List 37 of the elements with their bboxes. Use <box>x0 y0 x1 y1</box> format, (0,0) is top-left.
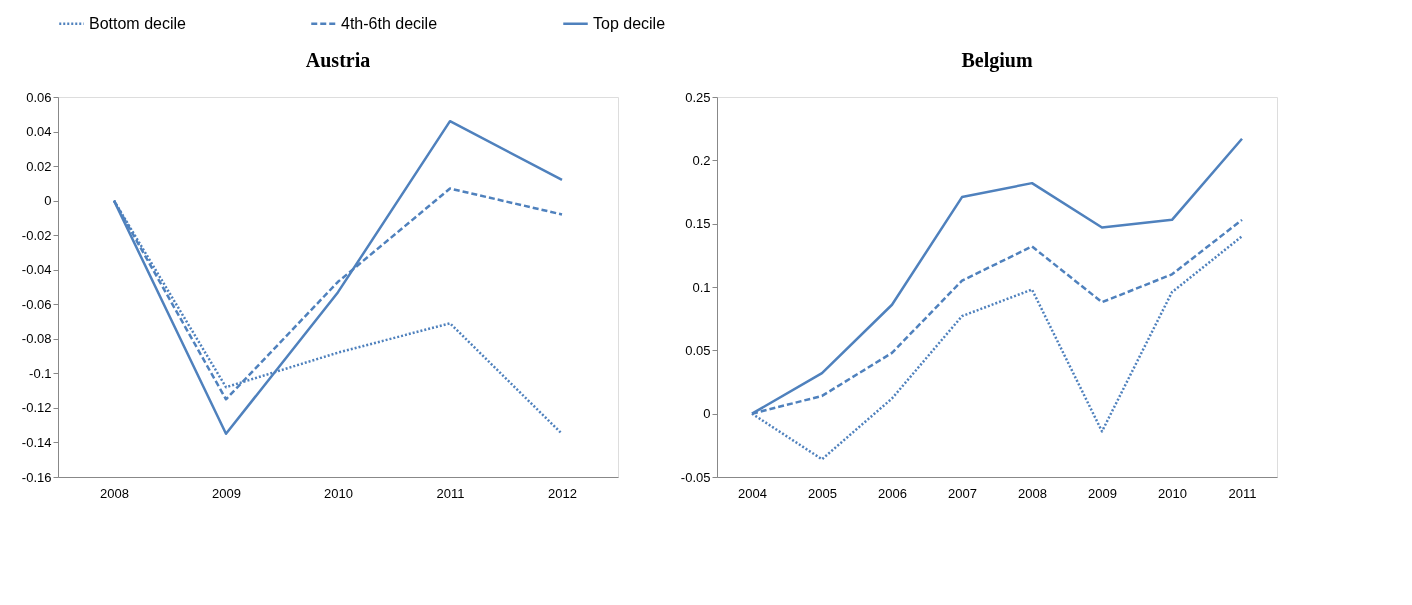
x-tick-label: 2008 <box>1018 485 1047 501</box>
y-tick-label: -0.02 <box>21 227 52 243</box>
y-tick-label: -0.1 <box>29 365 52 381</box>
y-tick-label: -0.16 <box>21 469 52 485</box>
y-tick-label: 0 <box>44 193 52 209</box>
y-tick-label: 0.05 <box>685 342 711 358</box>
y-tick-label: -0.04 <box>21 262 52 278</box>
y-tick-label: 0.1 <box>692 279 711 295</box>
x-tick-label: 2012 <box>548 485 577 501</box>
y-tick-label: 0.25 <box>685 89 711 105</box>
y-tick-label: 0.04 <box>26 124 52 140</box>
legend-label: 4th-6th decile <box>341 14 438 32</box>
y-tick-label: -0.05 <box>680 469 711 485</box>
y-tick-label: 0.06 <box>26 89 52 105</box>
x-tick-label: 2007 <box>948 485 977 501</box>
x-tick-label: 2004 <box>738 485 767 501</box>
x-tick-label: 2009 <box>1088 485 1117 501</box>
y-tick-label: -0.06 <box>21 296 52 312</box>
chart-title: Belgium <box>961 49 1033 72</box>
y-tick-label: 0.02 <box>26 158 52 174</box>
x-tick-label: 2010 <box>1158 485 1187 501</box>
y-tick-label: -0.12 <box>21 400 52 416</box>
y-tick-label: 0 <box>703 406 711 422</box>
x-tick-label: 2011 <box>1228 485 1257 501</box>
x-tick-label: 2011 <box>436 485 465 501</box>
legend-label: Bottom decile <box>89 14 187 32</box>
x-tick-label: 2010 <box>324 485 353 501</box>
y-tick-label: -0.08 <box>21 331 52 347</box>
chart-title: Austria <box>305 49 371 71</box>
legend-label: Top decile <box>593 14 666 32</box>
x-tick-label: 2006 <box>878 485 907 501</box>
x-tick-label: 2008 <box>100 485 129 501</box>
y-tick-label: 0.2 <box>692 152 711 168</box>
y-tick-label: 0.15 <box>685 216 711 232</box>
x-tick-label: 2005 <box>808 485 837 501</box>
y-tick-label: -0.14 <box>21 434 52 450</box>
x-tick-label: 2009 <box>212 485 241 501</box>
